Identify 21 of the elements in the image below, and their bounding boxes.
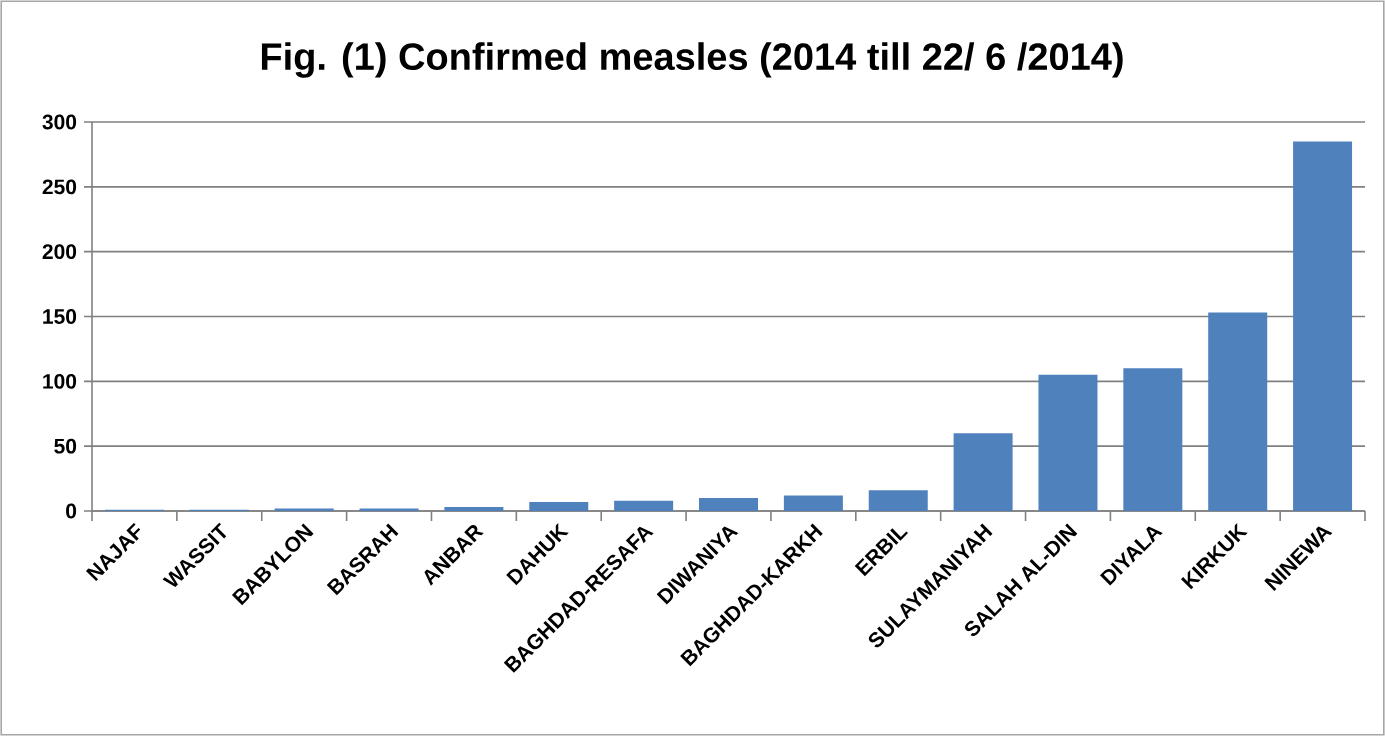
bar [614,500,674,511]
chart-title: Fig. (1) Confirmed measles (2014 till 22/ 6 /2014) [261,42,1123,78]
y-tick-label: 300 [42,114,77,130]
bar [953,433,1013,511]
bar [1208,312,1268,511]
bar [699,498,759,511]
y-tick-label: 150 [43,309,77,324]
bar [1038,374,1098,511]
bar [529,501,589,511]
bar [1123,368,1183,511]
bar [783,495,843,511]
bar [359,508,419,511]
y-tick-label: 250 [42,179,77,195]
y-tick-label: 200 [42,244,77,260]
y-tick-label: 100 [43,373,77,389]
bar [444,507,504,511]
bar [274,508,334,511]
bar [1293,141,1353,511]
bar [868,490,928,511]
y-tick-label: 50 [54,438,77,454]
y-tick-label: 0 [66,503,77,519]
